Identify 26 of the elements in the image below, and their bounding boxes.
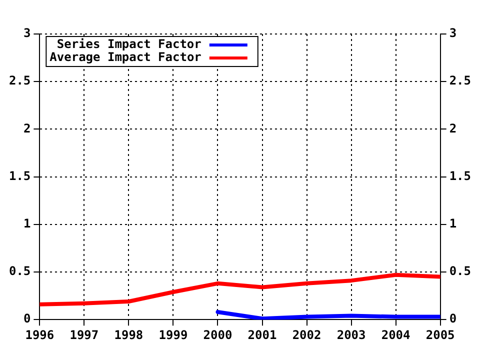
y-tick-label: 1.5	[8, 168, 31, 183]
x-tick-label: 2004	[381, 328, 410, 342]
x-tick-label: 1996	[25, 328, 54, 342]
y-tick-label: 0.5	[8, 264, 31, 278]
x-tick-label: 1997	[70, 328, 99, 342]
x-tick-label: 1999	[158, 328, 188, 342]
y2-tick-label: 0	[449, 312, 457, 326]
x-tick-label: 1998	[114, 328, 144, 342]
y2-tick-label: 2.5	[449, 74, 472, 88]
legend-label: Series Impact Factor	[56, 37, 202, 52]
x-tick-label: 2001	[248, 328, 277, 342]
y2-tick-label: 2	[449, 121, 457, 136]
y-tick-label: 0	[23, 312, 31, 326]
x-tick-label: 2000	[203, 328, 232, 342]
y-tick-label: 1	[23, 216, 31, 231]
y2-tick-label: 3	[449, 26, 457, 40]
y-tick-label: 2	[23, 121, 31, 136]
legend-label: Average Impact Factor	[50, 50, 202, 64]
x-tick-label: 2003	[336, 328, 366, 342]
y2-tick-label: 1.5	[449, 168, 472, 183]
y2-tick-label: 1	[449, 216, 457, 231]
y-tick-label: 2.5	[8, 74, 31, 88]
x-tick-label: 2002	[292, 328, 322, 342]
y-tick-label: 3	[23, 26, 31, 40]
y2-tick-label: 0.5	[449, 264, 472, 278]
x-tick-label: 2005	[426, 328, 455, 342]
